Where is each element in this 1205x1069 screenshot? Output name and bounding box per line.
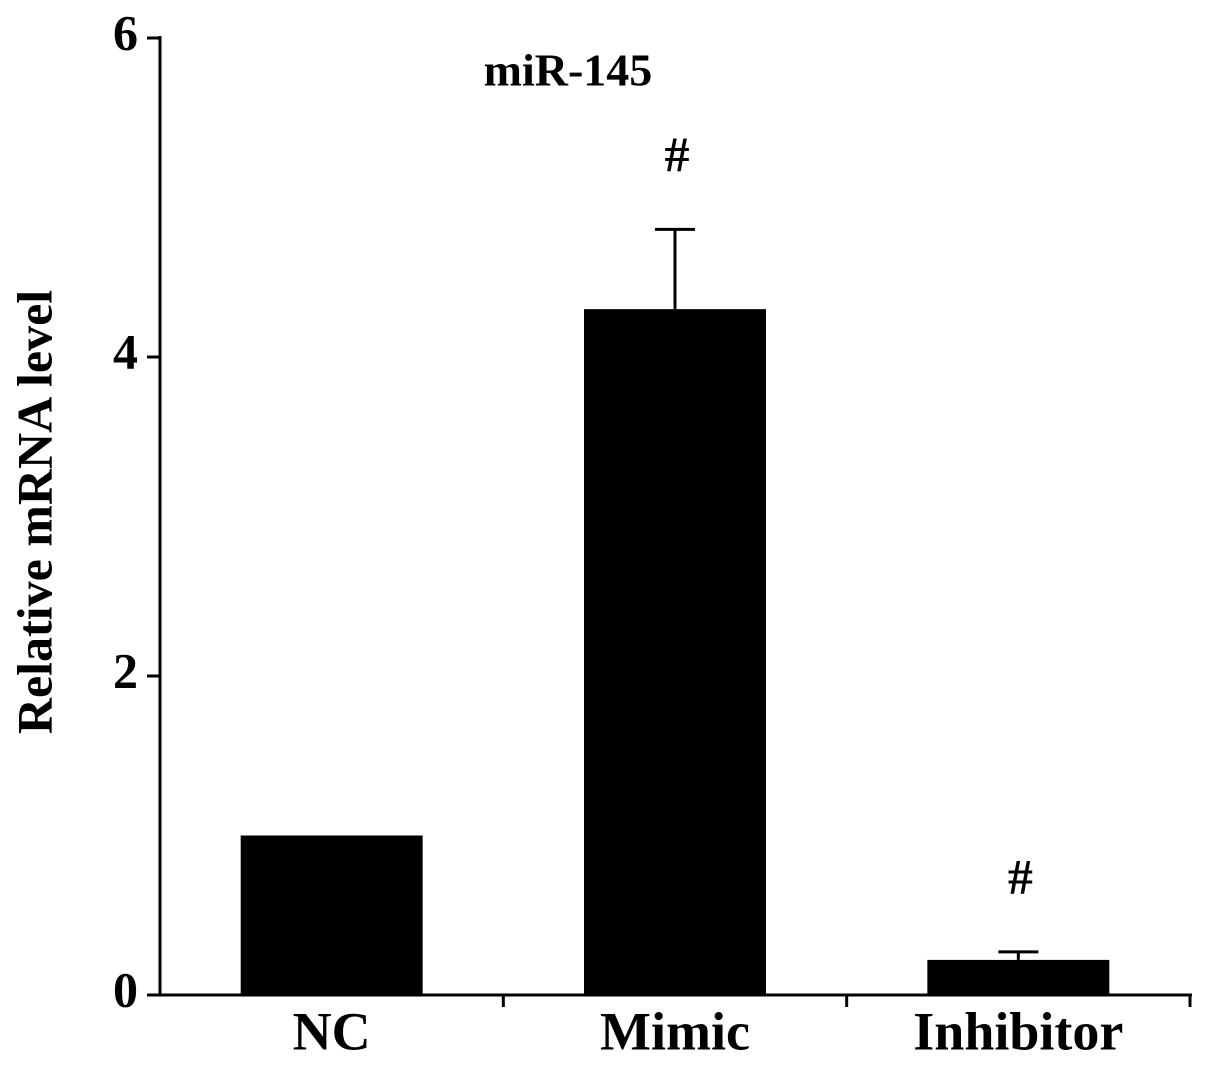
x-tick-label: NC bbox=[293, 1001, 371, 1061]
bar bbox=[584, 309, 766, 995]
error-bar bbox=[655, 227, 695, 310]
x-tick-label: Inhibitor bbox=[913, 1001, 1123, 1061]
y-tick-label: 4 bbox=[113, 323, 138, 379]
bar bbox=[927, 959, 1110, 995]
x-tick-label: Mimic bbox=[600, 1001, 750, 1061]
y-tick-label: 6 bbox=[113, 4, 138, 60]
error-bar bbox=[998, 950, 1039, 960]
bar bbox=[240, 835, 423, 995]
y-tick-label: 2 bbox=[113, 642, 138, 698]
chart-title: miR-145 bbox=[484, 45, 653, 96]
y-tick-label: 0 bbox=[113, 961, 138, 1017]
significance-mark: # bbox=[1008, 848, 1033, 904]
significance-mark: # bbox=[665, 126, 690, 182]
y-axis-label: Relative mRNA level bbox=[6, 290, 62, 734]
